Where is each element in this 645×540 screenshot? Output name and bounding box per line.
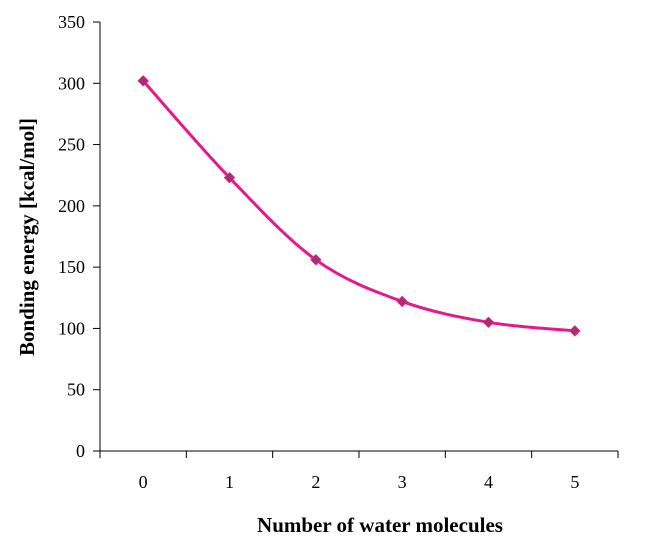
y-tick-label: 200 bbox=[58, 196, 85, 216]
data-point-marker bbox=[137, 75, 149, 87]
y-tick-label: 100 bbox=[58, 318, 85, 338]
x-tick-label: 3 bbox=[398, 472, 407, 492]
y-tick-label: 250 bbox=[58, 135, 85, 155]
y-tick-label: 50 bbox=[67, 380, 85, 400]
y-tick-label: 0 bbox=[76, 441, 85, 461]
data-point-marker bbox=[569, 325, 581, 337]
x-axis-title: Number of water molecules bbox=[257, 513, 503, 537]
x-tick-label: 5 bbox=[570, 472, 579, 492]
x-tick-label: 0 bbox=[139, 472, 148, 492]
data-point-marker bbox=[310, 254, 322, 266]
x-tick-label: 4 bbox=[484, 472, 493, 492]
data-point-marker bbox=[396, 295, 408, 308]
x-axis: 0 1 2 3 4 5 bbox=[99, 450, 619, 492]
y-tick-label: 350 bbox=[58, 12, 85, 32]
y-axis: 0 50 100 150 200 250 300 350 bbox=[58, 12, 101, 461]
data-point-marker bbox=[223, 171, 236, 184]
y-tick-label: 150 bbox=[58, 257, 85, 277]
x-tick-label: 2 bbox=[311, 472, 320, 492]
data-point-marker bbox=[482, 316, 495, 329]
series-line-0 bbox=[141, 79, 577, 333]
x-tick-label: 1 bbox=[225, 472, 234, 492]
y-tick-label: 300 bbox=[58, 73, 85, 93]
series-layer bbox=[137, 75, 581, 337]
y-axis-title: Bonding energy [kcal/mol] bbox=[15, 118, 39, 356]
